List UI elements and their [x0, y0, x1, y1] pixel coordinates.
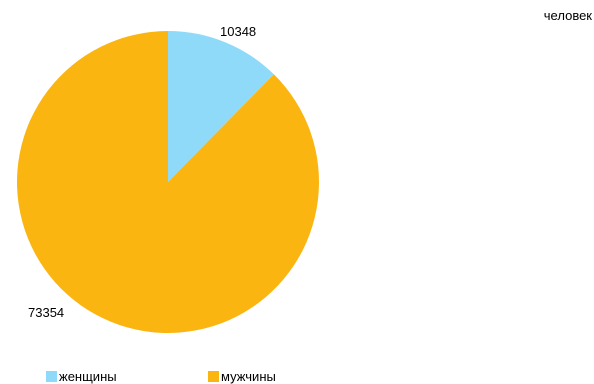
legend-item-2: мужчины: [208, 369, 276, 384]
unit-label: человек: [543, 8, 592, 23]
legend-label: женщины: [59, 369, 117, 384]
legend-swatch: [46, 371, 57, 382]
data-label-1: 10348: [220, 24, 256, 39]
pie-slice-2: [17, 31, 320, 333]
legend-label: мужчины: [221, 369, 276, 384]
legend-item-1: женщины: [46, 369, 117, 384]
pie-slice-1: [168, 31, 274, 182]
data-label-2: 73354: [28, 305, 64, 320]
legend-swatch: [208, 371, 219, 382]
